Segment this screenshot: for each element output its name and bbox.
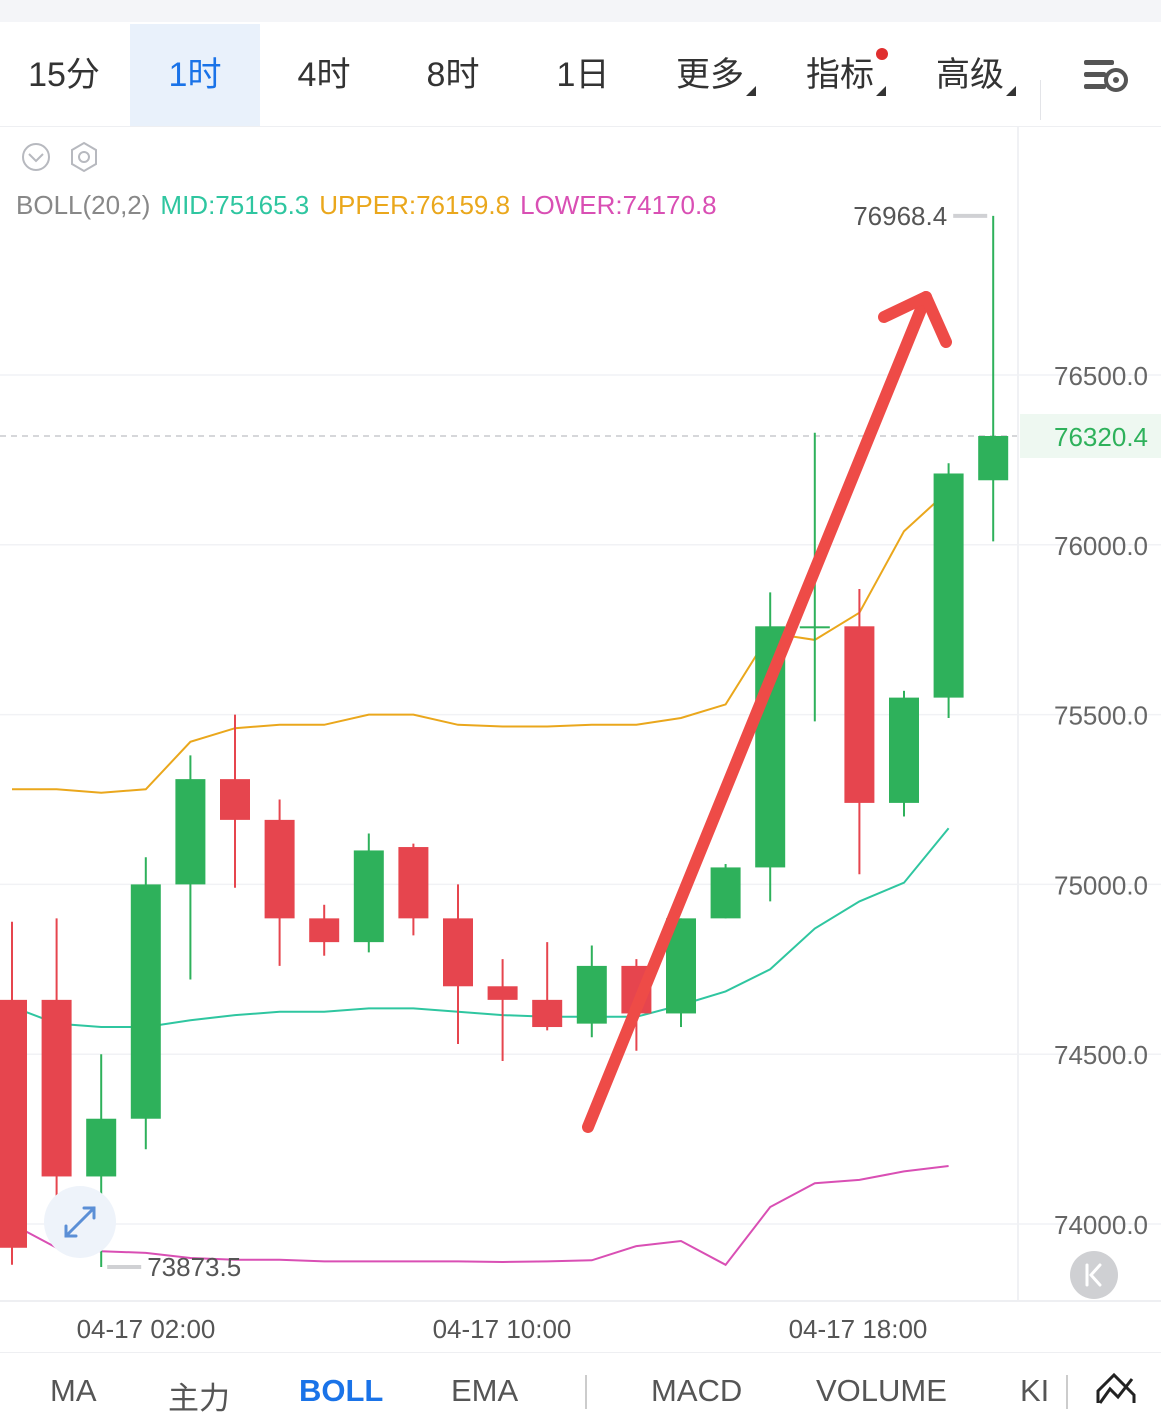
candle-body-up bbox=[86, 1118, 117, 1177]
nav-macd[interactable]: MACD bbox=[651, 1373, 743, 1408]
boll-name: BOLL(20,2) bbox=[16, 190, 151, 220]
price-tick-label: 75000.0 bbox=[1054, 870, 1148, 900]
nav-ma[interactable]: MA bbox=[50, 1373, 97, 1408]
boll-mid-line bbox=[11, 827, 950, 1028]
chart-settings-icon bbox=[1084, 60, 1128, 92]
nav-divider bbox=[1066, 1375, 1068, 1409]
tab-advanced[interactable]: 高级 bbox=[920, 24, 1020, 126]
trend-arrow-head bbox=[878, 291, 952, 348]
trend-arrow-shaft bbox=[582, 291, 932, 1133]
notification-dot-icon bbox=[876, 48, 888, 60]
price-axis-labels: 76500.0 76000.0 75500.0 75000.0 74500.0 74000… bbox=[1020, 361, 1161, 1240]
tab-divider bbox=[1040, 80, 1041, 120]
timeframe-tabs: 15分 1时 4时 8时 1日 更多 指标 高级 bbox=[0, 24, 1161, 127]
indicator-toolbar bbox=[20, 140, 120, 179]
line-chart-icon[interactable] bbox=[1094, 1369, 1138, 1409]
candle-body-down bbox=[41, 999, 72, 1177]
nav-main-force[interactable]: 主力 bbox=[168, 1381, 230, 1416]
time-tick-label: 04-17 10:00 bbox=[433, 1314, 572, 1344]
candle-body-up bbox=[175, 779, 206, 885]
price-tick-label: 74500.0 bbox=[1054, 1040, 1148, 1070]
nav-volume[interactable]: VOLUME bbox=[816, 1373, 947, 1408]
tab-8h[interactable]: 8时 bbox=[388, 24, 518, 126]
tab-label: 1时 bbox=[168, 56, 222, 94]
tab-4h[interactable]: 4时 bbox=[260, 24, 388, 126]
tab-label: 指标 bbox=[806, 56, 874, 94]
tab-indicators[interactable]: 指标 bbox=[790, 24, 890, 126]
price-markers: 76968.4 73873.5 bbox=[107, 201, 988, 1282]
candlestick-chart[interactable]: 76500.0 76000.0 75500.0 75000.0 74500.0 74000… bbox=[0, 127, 1161, 1352]
indicator-nav: MA 主力 BOLL EMA MACD VOLUME KI bbox=[0, 1352, 1161, 1416]
candle-body-up bbox=[710, 867, 741, 919]
indicator-settings-icon[interactable] bbox=[71, 141, 97, 173]
candles bbox=[0, 215, 1009, 1267]
candle-body-down bbox=[398, 847, 429, 919]
dropdown-triangle-icon bbox=[746, 86, 756, 96]
dropdown-triangle-icon bbox=[876, 86, 886, 96]
candle-body-up bbox=[978, 435, 1009, 481]
top-strip bbox=[0, 0, 1161, 22]
tab-15m[interactable]: 15分 bbox=[0, 24, 128, 126]
low-marker-label: 73873.5 bbox=[147, 1252, 241, 1282]
price-tick-label: 74000.0 bbox=[1054, 1210, 1148, 1240]
high-marker-label: 76968.4 bbox=[853, 201, 947, 231]
boll-upper-line bbox=[12, 489, 950, 794]
candle-body-up bbox=[576, 965, 607, 1024]
collapse-icon[interactable] bbox=[22, 143, 50, 171]
time-tick-label: 04-17 02:00 bbox=[77, 1314, 216, 1344]
nav-ema[interactable]: EMA bbox=[451, 1373, 519, 1408]
boll-legend: BOLL(20,2) MID:75165.3 UPPER:76159.8 LOWER:… bbox=[16, 190, 727, 221]
tab-label: 15分 bbox=[28, 56, 100, 94]
expand-button[interactable] bbox=[44, 1186, 116, 1258]
tab-more[interactable]: 更多 bbox=[660, 24, 760, 126]
candle-body-down bbox=[264, 819, 295, 919]
chart-settings-button[interactable] bbox=[1072, 24, 1142, 126]
boll-mid-value: MID:75165.3 bbox=[160, 190, 310, 220]
expand-icon bbox=[64, 1206, 96, 1238]
candle-body-down bbox=[487, 986, 518, 1000]
candle-body-up bbox=[353, 850, 384, 943]
boll-lower-line bbox=[11, 1165, 949, 1267]
boll-lower-value: LOWER:74170.8 bbox=[520, 190, 717, 220]
skip-to-end-icon bbox=[1085, 1263, 1102, 1287]
candle-body-down bbox=[532, 999, 563, 1028]
candle-body-up bbox=[130, 884, 161, 1119]
dropdown-triangle-icon bbox=[1006, 86, 1016, 96]
candle-body-down bbox=[844, 626, 875, 803]
tab-label: 更多 bbox=[676, 56, 744, 94]
tab-1d[interactable]: 1日 bbox=[518, 24, 648, 126]
price-tick-label: 76000.0 bbox=[1054, 531, 1148, 561]
tab-label: 高级 bbox=[936, 56, 1004, 94]
tab-1h[interactable]: 1时 bbox=[130, 24, 260, 126]
candle-body-up bbox=[889, 697, 919, 803]
time-axis-labels: 04-17 02:00 04-17 10:00 04-17 18:00 bbox=[77, 1314, 928, 1344]
boll-upper-value: UPPER:76159.8 bbox=[319, 190, 511, 220]
price-tick-label: 76500.0 bbox=[1054, 361, 1148, 391]
scroll-latest-bg bbox=[1070, 1251, 1118, 1299]
candle-body-down bbox=[309, 918, 340, 943]
candle-body-down bbox=[443, 918, 473, 987]
last-price-bg bbox=[1020, 413, 1161, 458]
nav-boll[interactable]: BOLL bbox=[299, 1373, 384, 1408]
nav-ki[interactable]: KI bbox=[1020, 1373, 1050, 1408]
boll-bands bbox=[11, 489, 950, 1267]
candle-body-down bbox=[220, 779, 250, 820]
time-tick-label: 04-17 18:00 bbox=[789, 1314, 928, 1344]
candle-body-down bbox=[0, 999, 27, 1248]
nav-divider bbox=[585, 1375, 587, 1409]
tab-label: 4时 bbox=[297, 56, 351, 94]
candle-body-up bbox=[799, 626, 830, 629]
tab-label: 1日 bbox=[556, 56, 610, 94]
last-price-label: 76320.4 bbox=[1054, 422, 1148, 452]
candle-body-up bbox=[933, 473, 964, 698]
chart-grid bbox=[0, 374, 1161, 1225]
tab-label: 8时 bbox=[426, 56, 480, 94]
price-tick-label: 75500.0 bbox=[1054, 701, 1148, 731]
trend-arrow bbox=[582, 291, 952, 1133]
scroll-to-latest-button[interactable] bbox=[1070, 1251, 1118, 1299]
